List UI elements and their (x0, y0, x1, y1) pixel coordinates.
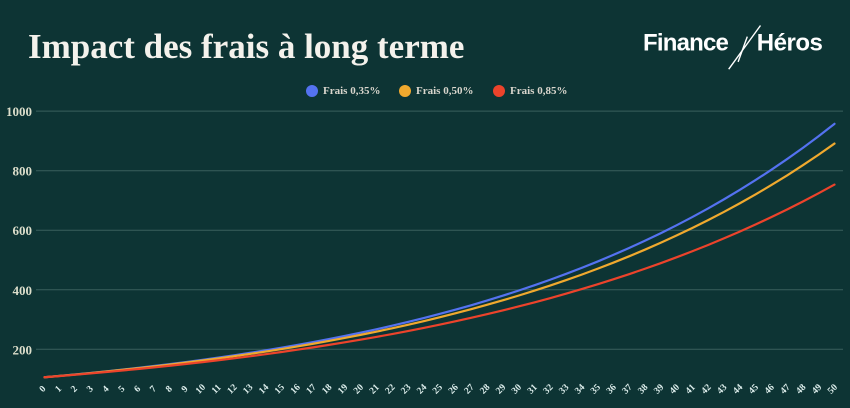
svg-text:30: 30 (510, 383, 524, 397)
svg-text:49: 49 (810, 383, 824, 397)
svg-text:46: 46 (763, 383, 777, 397)
svg-text:14: 14 (257, 383, 271, 397)
svg-text:8: 8 (164, 384, 175, 395)
svg-text:34: 34 (573, 383, 587, 397)
svg-text:5: 5 (117, 384, 128, 395)
svg-text:13: 13 (242, 383, 256, 397)
svg-text:15: 15 (273, 383, 287, 397)
svg-text:26: 26 (447, 383, 461, 397)
svg-text:16: 16 (289, 383, 303, 397)
svg-text:45: 45 (747, 383, 761, 397)
svg-text:19: 19 (336, 383, 350, 397)
svg-text:40: 40 (668, 383, 682, 397)
svg-text:4: 4 (101, 384, 112, 395)
svg-text:31: 31 (526, 383, 540, 397)
svg-text:37: 37 (621, 383, 635, 397)
svg-text:23: 23 (400, 383, 414, 397)
svg-text:24: 24 (415, 383, 429, 397)
svg-text:11: 11 (210, 383, 224, 397)
svg-text:9: 9 (180, 384, 191, 395)
svg-text:2: 2 (69, 384, 80, 395)
svg-text:42: 42 (700, 383, 714, 397)
svg-text:48: 48 (795, 383, 809, 397)
svg-text:38: 38 (637, 383, 651, 397)
svg-text:41: 41 (684, 383, 698, 397)
svg-text:47: 47 (779, 383, 793, 397)
svg-text:25: 25 (431, 383, 445, 397)
svg-text:28: 28 (479, 383, 493, 397)
svg-text:12: 12 (226, 383, 240, 397)
svg-text:21: 21 (368, 383, 382, 397)
svg-text:1: 1 (54, 384, 65, 395)
svg-text:3: 3 (85, 384, 96, 395)
svg-text:50: 50 (826, 383, 840, 397)
svg-text:10: 10 (194, 383, 208, 397)
svg-text:600: 600 (13, 223, 33, 238)
svg-text:44: 44 (731, 383, 745, 397)
svg-text:43: 43 (716, 383, 730, 397)
svg-text:32: 32 (542, 383, 556, 397)
svg-text:33: 33 (558, 383, 572, 397)
svg-text:35: 35 (589, 383, 603, 397)
svg-text:22: 22 (384, 383, 398, 397)
svg-text:18: 18 (321, 383, 335, 397)
svg-text:200: 200 (13, 342, 33, 357)
svg-text:29: 29 (494, 383, 508, 397)
svg-text:36: 36 (605, 383, 619, 397)
svg-text:27: 27 (463, 383, 477, 397)
svg-text:7: 7 (148, 384, 159, 395)
svg-text:39: 39 (652, 383, 666, 397)
svg-text:1000: 1000 (6, 104, 32, 119)
svg-text:6: 6 (133, 384, 144, 395)
svg-text:800: 800 (13, 164, 33, 179)
svg-text:20: 20 (352, 383, 366, 397)
svg-text:17: 17 (305, 383, 319, 397)
svg-text:0: 0 (38, 384, 49, 395)
svg-text:400: 400 (13, 283, 33, 298)
